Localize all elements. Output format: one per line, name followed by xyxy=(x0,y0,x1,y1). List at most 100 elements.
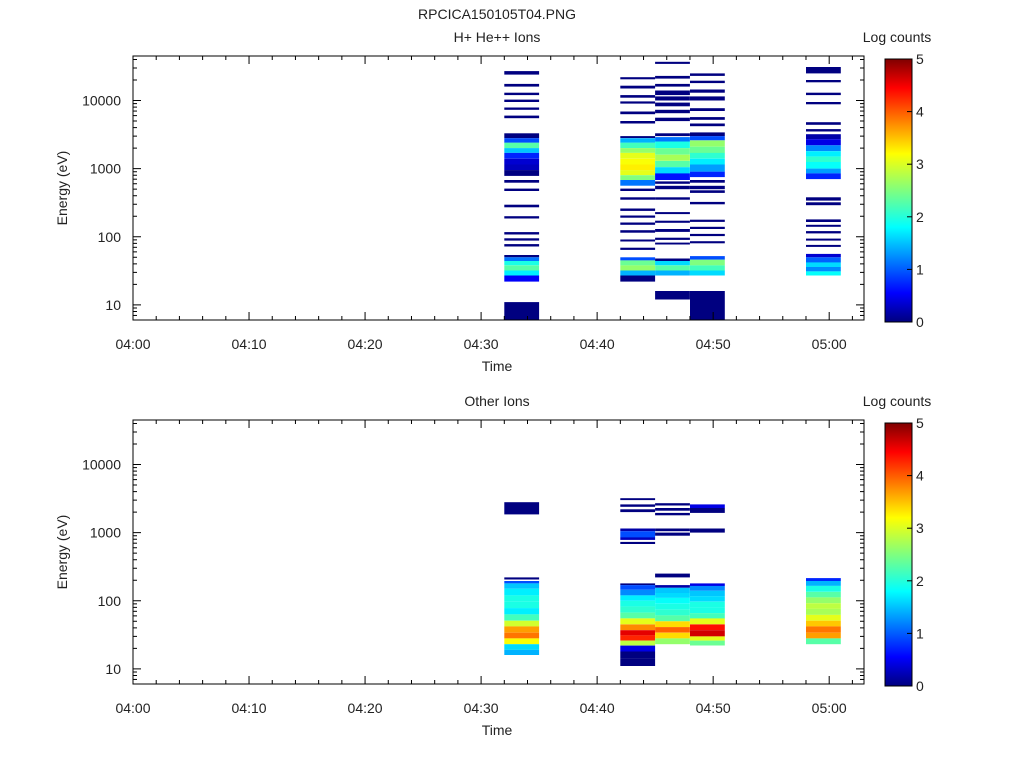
heatmap-cell xyxy=(690,618,725,625)
colorbar-ticks: 0 1 2 3 4 5 xyxy=(907,51,924,330)
heatmap-cell xyxy=(620,509,656,513)
heatmap-cell xyxy=(504,238,540,241)
y-tick-label: 100 xyxy=(98,593,122,609)
heatmap-cell xyxy=(655,173,690,180)
heatmap-cell xyxy=(620,215,656,218)
heatmap-cell xyxy=(620,585,656,590)
heatmap-cell xyxy=(806,231,841,234)
heatmap-cell xyxy=(504,115,540,119)
heatmap-cell xyxy=(504,502,540,508)
heatmap-cell xyxy=(655,154,690,161)
heatmap-cell xyxy=(655,573,690,578)
heatmap-cell xyxy=(806,271,841,276)
figure-title: RPCICA150105T04.PNG xyxy=(418,6,576,22)
colorbar-label: Log counts xyxy=(863,393,932,409)
heatmap-cell xyxy=(620,77,656,80)
heatmap-cell xyxy=(620,170,656,176)
heatmap-cell xyxy=(504,152,540,159)
heatmap-cell xyxy=(620,635,656,641)
heatmap-cell xyxy=(620,651,656,659)
heatmap-cell xyxy=(655,83,690,87)
heatmap-cell xyxy=(620,111,656,115)
heatmap-cell xyxy=(806,262,841,267)
plot-frame xyxy=(132,419,865,685)
heatmap-cell xyxy=(620,188,656,191)
heatmap-cell xyxy=(504,83,540,87)
heatmap-cell xyxy=(690,636,725,641)
heatmap-cell xyxy=(690,158,725,165)
x-tick-label: 04:50 xyxy=(696,336,731,352)
heatmap-cell xyxy=(690,590,725,597)
heatmap-cell xyxy=(806,603,841,609)
heatmap-cell xyxy=(620,230,656,233)
heatmap-cell xyxy=(655,141,690,149)
heatmap-cell xyxy=(690,601,725,608)
heatmap-cell xyxy=(806,585,841,592)
y-tick-label: 10 xyxy=(105,297,121,313)
heatmap-cell xyxy=(655,109,690,114)
heatmap-cell xyxy=(690,630,725,637)
heatmap-cell xyxy=(690,256,725,260)
heatmap-cell xyxy=(504,244,540,247)
heatmap-cell xyxy=(806,244,841,247)
heatmap-cell xyxy=(504,265,540,271)
heatmap-cell xyxy=(504,632,540,639)
heatmap-cell xyxy=(806,139,841,146)
heatmap-cell xyxy=(504,71,540,75)
heatmap-cell xyxy=(620,640,656,646)
colorbar-tick-label: 1 xyxy=(916,625,924,641)
heatmap-cell xyxy=(806,620,841,627)
colorbar xyxy=(884,422,913,687)
heatmap-cell xyxy=(690,180,725,183)
colorbar xyxy=(884,58,913,323)
heatmap-cell xyxy=(806,614,841,621)
heatmap-cell xyxy=(655,160,690,168)
heatmap-cell xyxy=(504,595,540,602)
heatmap-cell xyxy=(806,632,841,639)
heatmap-cell xyxy=(655,212,690,215)
colorbar-tick-label: 3 xyxy=(916,520,924,536)
plot-frame xyxy=(132,55,865,321)
colorbar-tick-label: 5 xyxy=(916,415,924,431)
heatmap-cell xyxy=(690,291,725,320)
heatmap-cell xyxy=(655,512,690,516)
heatmap-cell xyxy=(690,233,725,237)
y-tick-label: 1000 xyxy=(90,525,121,541)
heatmap-cell xyxy=(655,291,690,300)
heatmap-cell xyxy=(655,237,690,240)
heatmap-cell xyxy=(806,626,841,633)
heatmap-cell xyxy=(690,152,725,159)
heatmap-cell xyxy=(655,229,690,232)
heatmap-cell xyxy=(504,588,540,596)
heatmap-cell xyxy=(690,140,725,147)
heatmap-cell xyxy=(690,185,725,190)
heatmap-cell xyxy=(806,151,841,157)
heatmap-cell xyxy=(504,170,540,176)
x-tick-label: 04:30 xyxy=(464,336,499,352)
heatmap-cell xyxy=(690,504,725,508)
y-tick-label: 10000 xyxy=(82,93,121,109)
heatmap-cell xyxy=(806,638,841,645)
heatmap-cell xyxy=(690,528,725,533)
heatmap-cell xyxy=(806,197,841,201)
y-ticks: 10 100 1000 10000 xyxy=(82,422,864,685)
heatmap-cell xyxy=(690,117,725,120)
colorbar-tick-label: 5 xyxy=(916,51,924,67)
heatmap-cell xyxy=(504,204,540,208)
heatmap-cell xyxy=(655,270,690,276)
heatmap-cell xyxy=(655,75,690,79)
heatmap-cell xyxy=(620,136,656,139)
heatmap-cells xyxy=(504,498,841,666)
heatmap-cell xyxy=(806,129,841,132)
y-axis-label: Energy (eV) xyxy=(54,151,70,226)
heatmap-cell xyxy=(504,180,540,183)
heatmap-cell xyxy=(620,158,656,165)
heatmap-cell xyxy=(655,258,690,262)
heatmap-cell xyxy=(655,148,690,155)
x-tick-label: 04:50 xyxy=(696,700,731,716)
heatmap-cell xyxy=(690,265,725,271)
heatmap-cell xyxy=(690,108,725,111)
heatmap-cell xyxy=(504,92,540,96)
x-tick-label: 04:20 xyxy=(348,336,383,352)
colorbar-tick-label: 4 xyxy=(916,104,924,120)
